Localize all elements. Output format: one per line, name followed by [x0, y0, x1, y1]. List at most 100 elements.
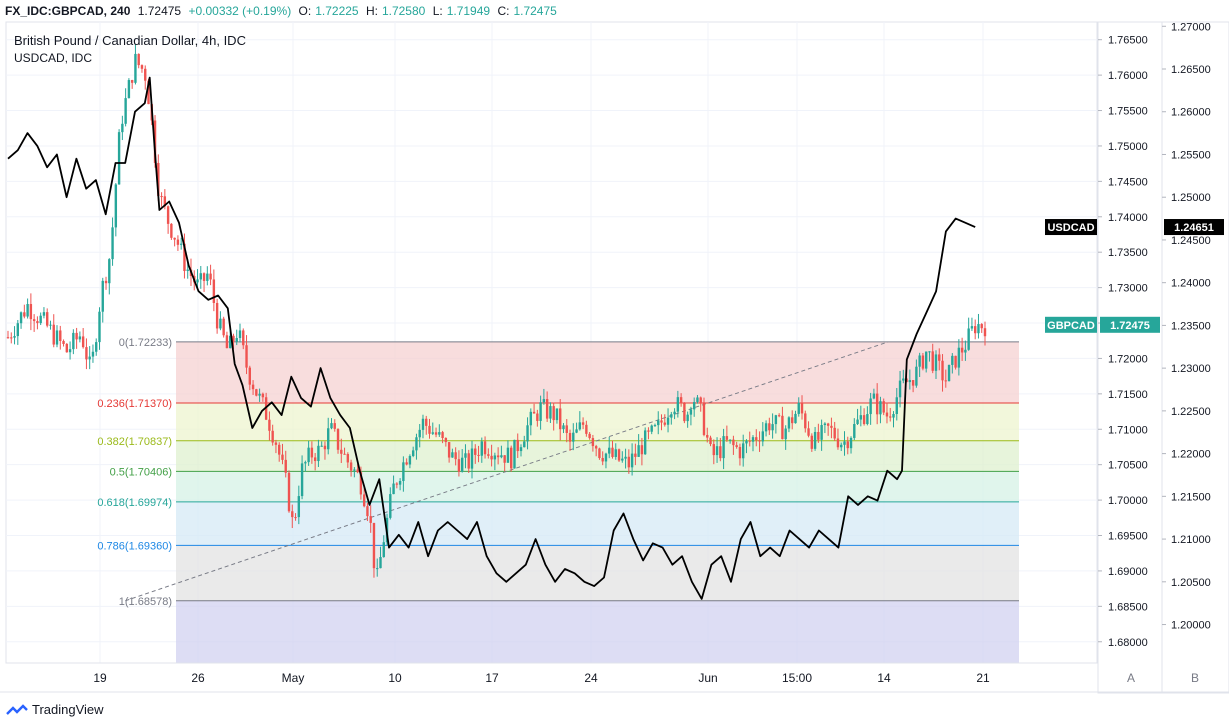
- candle-body: [356, 469, 359, 473]
- candle-body: [536, 413, 539, 421]
- right-axis-label: 1.22500: [1171, 406, 1211, 418]
- candle-body: [238, 330, 242, 339]
- symbol-header: FX_IDC:GBPCAD, 240 1.72475 +0.00332 (+0.…: [0, 0, 1229, 22]
- right-axis-label: 1.25000: [1171, 192, 1211, 204]
- candle-body: [895, 397, 898, 415]
- candle-body: [242, 330, 245, 346]
- candle-body: [578, 422, 582, 430]
- candle-body: [692, 402, 696, 410]
- candle-body: [712, 444, 715, 456]
- candle-body: [951, 355, 954, 365]
- right-axis-label: 1.20500: [1171, 577, 1211, 589]
- candle-body: [706, 434, 709, 438]
- candle-body: [434, 432, 438, 435]
- candle-body: [124, 98, 127, 124]
- candle-body: [496, 455, 500, 458]
- candle-body: [624, 456, 627, 459]
- time-axis-label: 26: [191, 671, 205, 685]
- scale-a-button[interactable]: A: [1127, 671, 1135, 685]
- high-value: 1.72580: [381, 4, 426, 18]
- candle-body: [549, 406, 552, 419]
- candle-body: [764, 423, 768, 432]
- candle-body: [748, 440, 751, 442]
- candle-body: [683, 403, 686, 422]
- candle-body: [418, 429, 421, 438]
- left-axis-label: 1.69500: [1108, 531, 1148, 543]
- footer: TradingView: [0, 700, 1229, 724]
- usdcad-name-label: USDCAD: [1047, 222, 1094, 234]
- candle-body: [813, 431, 817, 449]
- candle-body: [787, 417, 791, 429]
- tradingview-logo[interactable]: TradingView: [6, 702, 104, 718]
- candle-body: [108, 259, 111, 284]
- candle-body: [52, 324, 55, 345]
- candle-body: [81, 336, 85, 348]
- candle-body: [6, 337, 10, 339]
- candle-body: [941, 360, 944, 381]
- candle-body: [611, 447, 614, 457]
- candle-body: [343, 453, 346, 455]
- candle-body: [859, 415, 863, 420]
- candle-body: [441, 432, 444, 439]
- chart-title: British Pound / Canadian Dollar, 4h, IDC: [14, 33, 246, 48]
- candle-body: [19, 312, 23, 324]
- scale-b-button[interactable]: B: [1191, 671, 1199, 685]
- candle-body: [196, 279, 199, 283]
- candle-body: [954, 355, 957, 368]
- gbpcad-name-badge: [1045, 316, 1097, 333]
- left-price-axis: [1097, 21, 1163, 694]
- gbpcad-price-label: 1.72475: [1110, 320, 1150, 332]
- candle-body: [258, 393, 261, 396]
- candle-body: [614, 449, 617, 457]
- candle-body: [745, 440, 748, 444]
- candle-body: [147, 80, 150, 105]
- candle-body: [559, 408, 562, 430]
- candle-body: [140, 65, 144, 69]
- candle-body: [330, 423, 333, 429]
- candle-body: [402, 462, 405, 482]
- fib-zone: [176, 440, 1019, 472]
- candle-body: [686, 414, 689, 422]
- candle-body: [349, 462, 353, 471]
- low-label: L:: [432, 4, 443, 18]
- candle-body: [313, 457, 317, 462]
- candle-body: [846, 441, 849, 449]
- time-axis-label: 17: [485, 671, 499, 685]
- candle-body: [480, 441, 483, 456]
- candle-body: [751, 437, 755, 442]
- candle-body: [438, 432, 441, 435]
- fib-zone: [176, 600, 1019, 663]
- candle-body: [581, 422, 585, 425]
- left-axis-label: 1.76000: [1108, 70, 1148, 82]
- candle-body: [911, 380, 915, 386]
- candle-body: [604, 453, 608, 462]
- candle-body: [722, 436, 725, 459]
- candle-body: [869, 398, 872, 415]
- candle-body: [840, 444, 843, 448]
- candle-body: [689, 409, 693, 415]
- candle-body: [918, 355, 921, 367]
- candle-body: [359, 472, 363, 495]
- open-value: 1.72225: [315, 4, 359, 18]
- candle-body: [882, 401, 885, 413]
- candle-body: [588, 433, 591, 439]
- candle-body: [101, 280, 104, 312]
- candle-body: [660, 420, 663, 423]
- candle-body: [921, 355, 925, 369]
- candle-body: [49, 324, 52, 326]
- candle-body: [833, 427, 836, 439]
- right-axis-label: 1.20000: [1171, 620, 1211, 632]
- candle-body: [637, 445, 640, 457]
- candle-body: [755, 437, 758, 441]
- time-axis-label: 19: [93, 671, 107, 685]
- left-axis-label: 1.76500: [1108, 35, 1148, 47]
- symbol-label[interactable]: FX_IDC:GBPCAD, 240: [5, 4, 131, 18]
- candle-body: [336, 428, 340, 450]
- candle-body: [372, 522, 376, 569]
- candle-body: [738, 446, 742, 459]
- right-axis-label: 1.26000: [1171, 107, 1211, 119]
- candle-body: [947, 364, 951, 382]
- candle-body: [170, 223, 173, 238]
- candle-body: [42, 312, 46, 316]
